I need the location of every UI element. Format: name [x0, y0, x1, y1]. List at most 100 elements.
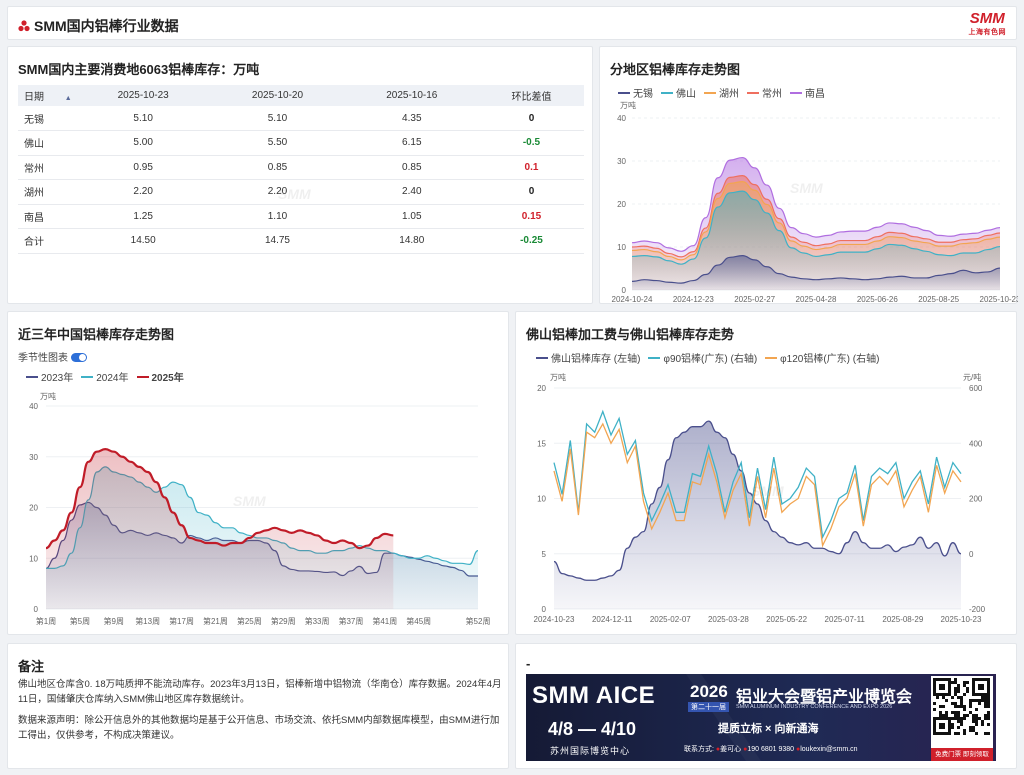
svg-text:SMM: SMM — [278, 186, 311, 202]
qr-cell — [981, 723, 984, 726]
qr-cell — [951, 711, 954, 714]
qr-cell — [954, 717, 957, 720]
notes-body: 佛山地区仓库含0. 18万吨质押不能流动库存。2023年3月13日，铝棒新增中铝… — [18, 677, 504, 749]
series-area-无锡 — [632, 255, 1000, 290]
qr-cell — [957, 690, 960, 693]
table-cell-v1: 2.20 — [76, 179, 211, 205]
legend-item[interactable]: 南昌 — [790, 89, 825, 100]
table-cell-diff: -0.25 — [478, 228, 584, 254]
qr-cell — [954, 711, 957, 714]
table-row: 南昌 1.25 1.10 1.05 0.15 — [18, 204, 584, 229]
series-line-无锡 — [631, 254, 1001, 284]
user-icon: ● — [715, 746, 721, 753]
legend-item[interactable]: 佛山铝棒库存 (左轴) — [536, 354, 640, 365]
legend-swatch — [618, 92, 630, 94]
inventory-table: 日期 ▲ 2025-10-23 2025-10-20 2025-10-16 环比… — [18, 85, 584, 254]
qr-cell — [969, 702, 972, 705]
qr-cell — [963, 714, 966, 717]
notes-paragraph: 数据来源声明：除公开信息外的其他数据均是基于公开信息、市场交流、依托SMM内部数… — [18, 715, 500, 741]
y-tick-label: 0 — [34, 605, 39, 614]
qr-cell — [933, 702, 936, 705]
banner-brand: SMM AICE — [532, 682, 656, 709]
email-icon: ● — [796, 746, 801, 753]
x-tick-label: 2024-10-23 — [534, 615, 575, 624]
banner-slogan: 提质立标 × 向新通海 — [718, 723, 819, 735]
conference-banner[interactable]: SMM AICE 2026 第二十一届 铝业大会暨铝产业博览会 SMM ALUM… — [526, 674, 996, 761]
inventory-table-card: SMM国内主要消费地6063铝棒库存：万吨 日期 ▲ 2025-10-23 20… — [7, 46, 593, 304]
y-axis-unit: 万吨 — [620, 100, 636, 110]
qr-cell — [984, 717, 987, 720]
x-tick-label: 第17周 — [169, 616, 194, 626]
seasonal-toggle[interactable]: 季节性图表 — [18, 349, 87, 364]
qr-finder — [939, 684, 945, 690]
qr-code[interactable] — [931, 676, 993, 749]
series-area-佛山铝棒库存 (左轴) — [554, 421, 961, 609]
series-line-φ90铝棒(广东) (右轴) — [553, 409, 962, 540]
x-tick-label: 2024-12-23 — [673, 295, 714, 303]
qr-cell — [954, 687, 957, 690]
legend-item[interactable]: 湖州 — [704, 89, 739, 100]
qr-cell — [960, 705, 963, 708]
series-line-佛山 — [631, 190, 1001, 265]
toggle-switch[interactable] — [71, 353, 87, 362]
series-line-南昌 — [631, 156, 1001, 252]
column-header: 环比差值 — [478, 85, 584, 106]
x-tick-label: 第33周 — [305, 616, 330, 626]
brand-logo[interactable]: SMM 上海有色网 — [969, 11, 1007, 40]
y-tick-label: 40 — [29, 402, 38, 411]
qr-cell — [978, 702, 981, 705]
qr-cell — [972, 720, 975, 723]
region-chart-legend: 无锡 佛山 湖州 常州 南昌 — [618, 85, 833, 100]
legend-item[interactable]: 2023年 — [26, 373, 73, 384]
qr-cell — [942, 705, 945, 708]
legend-item[interactable]: 2024年 — [81, 373, 129, 384]
y-left-tick-label: 5 — [542, 550, 547, 559]
qr-cell — [963, 705, 966, 708]
legend-item[interactable]: 2025年 — [136, 373, 184, 384]
legend-swatch — [747, 92, 759, 94]
x-tick-label: 第45周 — [406, 616, 431, 626]
legend-item[interactable]: 佛山 — [661, 89, 696, 100]
legend-swatch — [704, 92, 716, 94]
qr-cell — [984, 705, 987, 708]
ad-card-title: - — [526, 656, 531, 671]
cta-badge[interactable]: 免费门票 即刻领取 — [931, 748, 993, 761]
legend-label: φ120铝棒(广东) (右轴) — [780, 354, 880, 365]
legend-label: 无锡 — [633, 89, 653, 100]
qr-cell — [972, 726, 975, 729]
legend-item[interactable]: φ90铝棒(广东) (右轴) — [648, 354, 757, 365]
qr-cell — [969, 705, 972, 708]
legend-item[interactable]: φ120铝棒(广东) (右轴) — [765, 354, 879, 365]
series-line-常州 — [631, 175, 1001, 258]
column-header: 2025-10-23 — [76, 85, 211, 106]
banner-year: 2026 — [690, 682, 728, 701]
table-cell-diff: 0.15 — [478, 204, 584, 229]
qr-cell — [933, 708, 936, 711]
banner-dates: 4/8 — 4/10 — [548, 719, 637, 739]
x-tick-label: 2025-10-23 — [941, 615, 982, 624]
qr-cell — [981, 699, 984, 702]
y-axis-unit: 万吨 — [40, 391, 56, 401]
legend-label: φ90铝棒(广东) (右轴) — [663, 354, 758, 365]
qr-cell — [975, 723, 978, 726]
foshan-chart: 万吨 元/吨 0 5 10 15 20 -200 0 200 400 600 2024-10-23 202… — [534, 372, 986, 624]
sort-icon[interactable]: ▲ — [64, 95, 72, 102]
ad-card: - SMM AICE 2026 第二十一届 铝业大会暨铝产业博览会 SMM AL… — [515, 643, 1017, 769]
contact-label: 联系方式: — [684, 746, 714, 753]
table-cell-v2: 2.20 — [210, 179, 345, 205]
qr-cell — [987, 717, 990, 720]
qr-cell — [954, 714, 957, 717]
x-tick-label: 第41周 — [372, 616, 397, 626]
y-tick-label: 0 — [622, 286, 627, 295]
x-tick-label: 2024-10-24 — [612, 295, 653, 303]
legend-item[interactable]: 常州 — [747, 89, 782, 100]
x-tick-label: 第13周 — [135, 616, 160, 626]
legend-label: 2024年 — [96, 373, 129, 384]
qr-cell — [969, 726, 972, 729]
column-header-date[interactable]: 日期 ▲ — [18, 85, 76, 106]
y-tick-label: 40 — [617, 114, 626, 123]
y-left-tick-label: 10 — [537, 495, 546, 504]
legend-item[interactable]: 无锡 — [618, 89, 653, 100]
legend-label: 2025年 — [151, 373, 184, 384]
watermark: SMM — [790, 180, 823, 196]
